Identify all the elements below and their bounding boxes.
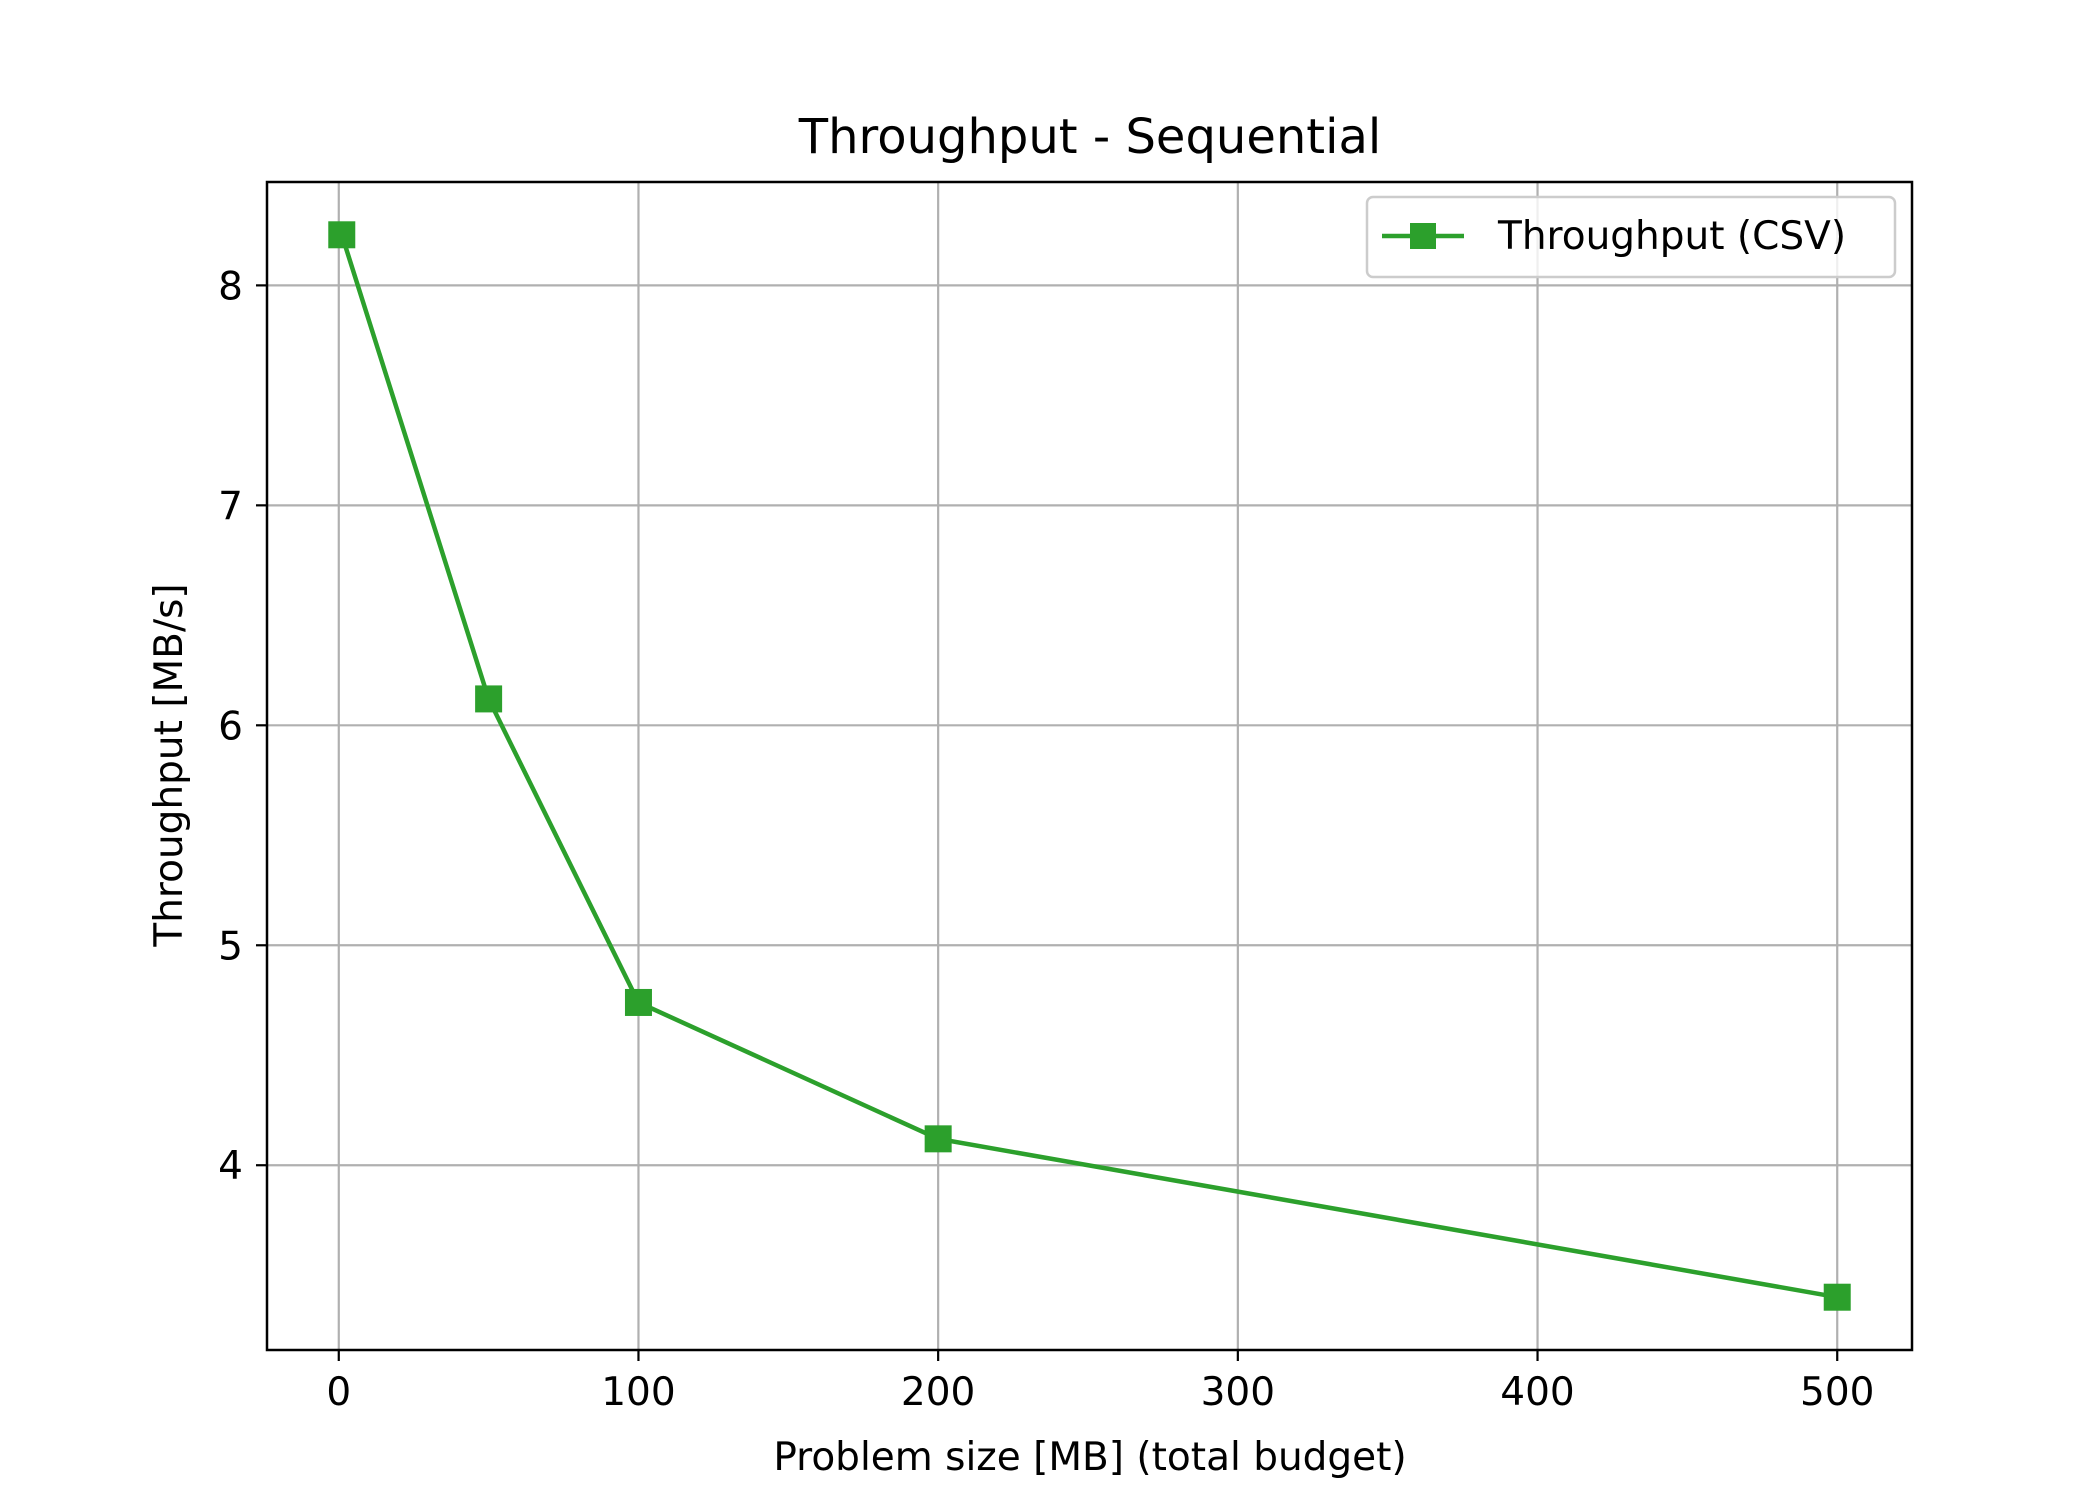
- x-tick-label: 300: [1201, 1370, 1275, 1415]
- ticks: 0 100 200 300 400 500 4 5 6 7 8: [218, 264, 1874, 1415]
- x-tick-label: 100: [601, 1370, 675, 1415]
- legend: Throughput (CSV): [1365, 195, 1897, 279]
- data-point-marker: [328, 221, 356, 249]
- data-point-marker: [624, 988, 652, 1016]
- y-tick-label: 5: [218, 924, 243, 969]
- chart-title: Throughput - Sequential: [798, 109, 1381, 165]
- legend-box: [1365, 195, 1897, 279]
- x-axis-label: Problem size [MB] (total budget): [773, 1435, 1406, 1480]
- data-point-marker: [475, 685, 503, 713]
- series-line: [339, 234, 1838, 1300]
- legend-marker-swatch: [1410, 223, 1436, 249]
- x-tick-label: 500: [1800, 1370, 1874, 1415]
- y-tick-label: 7: [218, 484, 243, 529]
- axes: [265, 180, 1914, 1352]
- data-point-marker: [924, 1125, 952, 1153]
- x-tick-label: 200: [901, 1370, 975, 1415]
- plot-frame: [265, 180, 1914, 1352]
- data-point-marker: [1823, 1283, 1851, 1311]
- x-tick-label: 0: [326, 1370, 351, 1415]
- y-axis-label: Throughput [MB/s]: [147, 583, 192, 947]
- y-tick-label: 8: [218, 264, 243, 309]
- grid: [267, 182, 1912, 1350]
- legend-label: Throughput (CSV): [1497, 214, 1846, 259]
- series-lines: [339, 234, 1838, 1300]
- y-tick-label: 6: [218, 704, 243, 749]
- y-tick-label: 4: [218, 1144, 243, 1189]
- series-markers: [328, 221, 1851, 1311]
- x-tick-label: 400: [1500, 1370, 1574, 1415]
